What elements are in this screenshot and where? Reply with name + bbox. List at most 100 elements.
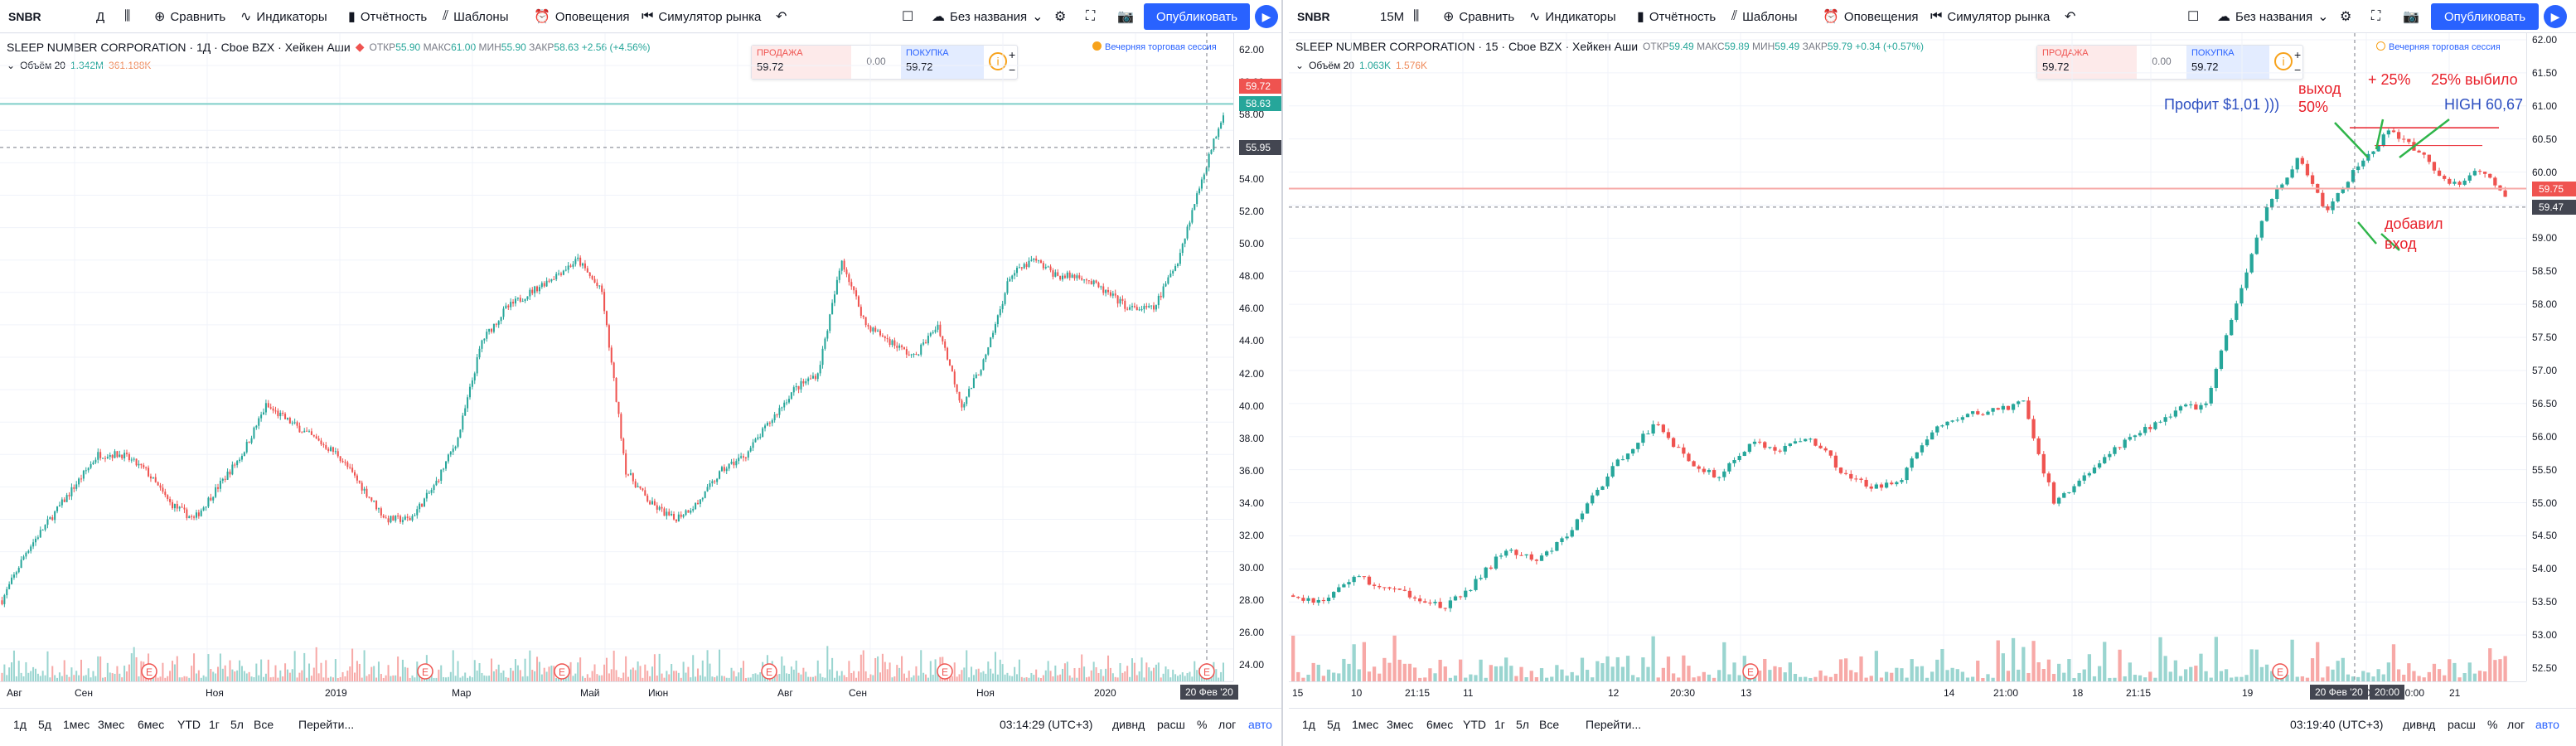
volume-bar [116,666,119,681]
range-ytd[interactable]: YTD [1463,718,1486,731]
compare-button[interactable]: ⊕ Сравнить [154,0,225,33]
price-axis[interactable]: 62.0060.0058.0056.0054.0052.0050.0048.00… [1233,33,1281,681]
range-5y[interactable]: 5л [230,718,244,731]
reports-button[interactable]: ▮ Отчётность [1637,0,1716,33]
sell-button[interactable]: ПРОДАЖА 59.72 [752,46,851,79]
time-axis[interactable]: 151021:15111220:30131421:001821:151921:0… [1289,681,2526,703]
percent-toggle[interactable]: % [1197,718,1208,731]
chart-pane-daily[interactable]: SNBR Д ⫼ ⊕ Сравнить ∿ Индикаторы ▮ Отчётнос… [0,0,1283,746]
price-axis[interactable]: 62.0061.5061.0060.5060.0059.5059.0058.50… [2526,33,2576,681]
plus-minus-icon[interactable]: + − [2294,48,2302,76]
candle-type-button[interactable]: ⫼ [1413,0,1419,33]
range-5y[interactable]: 5л [1516,718,1529,731]
candle [814,375,816,380]
buy-button[interactable]: ПОКУПКА 59.72 [901,46,984,79]
play-button[interactable]: ▶ [1255,5,1278,28]
log-toggle[interactable]: лог [2507,718,2525,731]
indicators-button[interactable]: ∿ Индикаторы [240,0,327,33]
range-1d[interactable]: 1д [13,718,27,731]
clock-readout[interactable]: 03:14:29 (UTC+3) [1000,718,1093,731]
volume-bar [1763,658,1767,681]
volume-bar [130,653,133,681]
snapshot-button[interactable]: 📷 [1117,0,1134,33]
undo-button[interactable]: ↶ [776,0,787,33]
candle [735,461,738,466]
templates-button[interactable]: ⫽ Шаблоны [1731,0,1797,33]
fullscreen-button[interactable]: ⛶ [2371,0,2380,33]
range-5d[interactable]: 5д [1327,718,1340,731]
chart-pane-15m[interactable]: SNBR 15M ⫼ ⊕ Сравнить ∿ Индикаторы ▮ Отчётн… [1289,0,2576,746]
log-toggle[interactable]: лог [1218,718,1237,731]
auto-toggle[interactable]: авто [2535,718,2559,731]
volume-bar [488,676,491,681]
collapse-icon[interactable]: ⌄ [1295,60,1305,71]
snapshot-button[interactable]: 📷 [2403,0,2419,33]
percent-toggle[interactable]: % [2487,718,2498,731]
volume-bar [1671,673,1676,681]
info-icon[interactable]: i [2274,52,2293,70]
auto-toggle[interactable]: авто [1248,718,1272,731]
settings-button[interactable]: ⚙ [1054,0,1066,33]
range-3m[interactable]: 3мес [98,718,125,731]
settings-button[interactable]: ⚙ [2340,0,2351,33]
volume-bar [409,677,411,681]
play-button[interactable]: ▶ [2544,5,2567,28]
replay-button[interactable]: ⏮ Симулятор рынка [642,0,761,33]
extended-toggle[interactable]: расш [1157,718,1185,731]
range-1m[interactable]: 1мес [63,718,90,731]
fullscreen-button[interactable]: ⛶ [1086,0,1095,33]
publish-button[interactable]: Опубликовать [1144,3,1250,30]
layout-menu[interactable]: ☁ Без названия ⌄ [932,0,1043,33]
goto-date-button[interactable]: Перейти... [1586,718,1642,731]
alerts-button[interactable]: ⏰ Оповещения [534,0,630,33]
replay-button[interactable]: ⏮ Симулятор рынка [1930,0,2050,33]
publish-button[interactable]: Опубликовать [2431,3,2539,30]
volume-bar [685,672,687,681]
dividends-toggle[interactable]: дивнд [2403,718,2436,731]
compare-button[interactable]: ⊕ Сравнить [1443,0,1514,33]
layout-checkbox[interactable]: ☐ [2187,0,2199,33]
clock-readout[interactable]: 03:19:40 (UTC+3) [2290,718,2384,731]
layout-checkbox[interactable]: ☐ [902,0,913,33]
range-6m[interactable]: 6мес [1426,718,1454,731]
info-icon[interactable]: i [989,52,1007,70]
dividends-toggle[interactable]: дивнд [1112,718,1145,731]
goto-date-button[interactable]: Перейти... [298,718,355,731]
volume-bar [786,673,788,681]
indicators-button[interactable]: ∿ Индикаторы [1529,0,1616,33]
extended-toggle[interactable]: расш [2448,718,2476,731]
range-ytd[interactable]: YTD [177,718,201,731]
symbol-search[interactable]: SNBR [1297,0,1330,33]
templates-icon: ⫽ [1731,9,1738,23]
range-1y[interactable]: 1г [209,718,220,731]
volume-bar [1,672,3,681]
range-6m[interactable]: 6мес [138,718,165,731]
interval-button[interactable]: Д [96,0,104,33]
templates-button[interactable]: ⫽ Шаблоны [443,0,508,33]
time-axis[interactable]: Авг Сен Ноя 2019 Мар Май Июн Авг Сен Ноя 2020 [0,681,1233,703]
alerts-button[interactable]: ⏰ Оповещения [1823,0,1919,33]
range-3m[interactable]: 3мес [1387,718,1414,731]
reports-button[interactable]: ▮ Отчётность [348,0,427,33]
candle [164,492,167,496]
flag-icon[interactable]: ◆ [355,40,365,53]
plus-minus-icon[interactable]: + − [1009,48,1016,76]
range-all[interactable]: Все [254,718,274,731]
range-1d[interactable]: 1д [1302,718,1315,731]
candle [262,412,265,415]
interval-button[interactable]: 15M [1380,0,1404,33]
candle [510,302,512,308]
symbol-search[interactable]: SNBR [8,0,41,33]
range-1y[interactable]: 1г [1494,718,1505,731]
undo-button[interactable]: ↶ [2065,0,2075,33]
range-1m[interactable]: 1мес [1352,718,1379,731]
layout-menu[interactable]: ☁ Без названия ⌄ [2217,0,2329,33]
candle [193,516,196,518]
candle-type-button[interactable]: ⫼ [124,0,130,33]
range-all[interactable]: Все [1539,718,1560,731]
range-5d[interactable]: 5д [38,718,51,731]
candle [471,380,473,387]
volume-bar [2356,676,2361,681]
